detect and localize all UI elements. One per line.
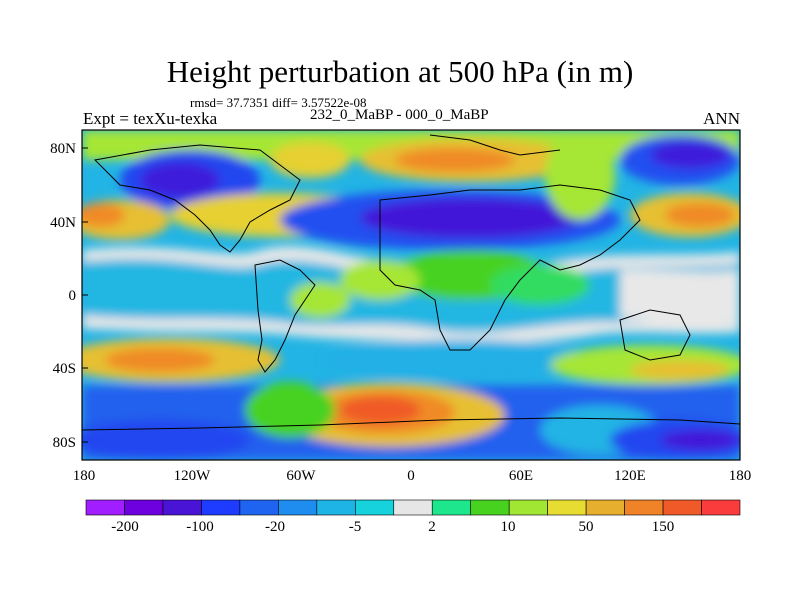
colorbar-labels: -200 -100 -20 -5 2 10 50 150 [111, 519, 674, 535]
colorbar-swatch [547, 499, 587, 516]
lon-label-60w: 60W [286, 468, 316, 484]
lat-tick-40s: 40S [53, 361, 88, 377]
lat-tick-80s: 80S [53, 435, 88, 451]
colorbar-swatch [85, 499, 125, 516]
lon-label-0: 0 [407, 468, 415, 484]
colorbar-label: -200 [111, 519, 139, 535]
colorbar-swatch [278, 499, 318, 516]
experiment-label: Expt = texXu-texka [83, 109, 218, 128]
latitude-axis: 80N 40N 0 40S 80S [50, 141, 88, 451]
colorbar-swatch [201, 499, 241, 516]
colorbar-label: -100 [186, 519, 214, 535]
colorbar-swatch [701, 499, 741, 516]
lon-label-120w: 120W [174, 468, 212, 484]
season-label: ANN [703, 109, 740, 128]
lon-label-180w: 180 [73, 468, 96, 484]
lon-label-120e: 120E [614, 468, 646, 484]
colorbar-swatch [470, 499, 510, 516]
colorbar-label: -20 [265, 519, 285, 535]
colorbar-label: 10 [501, 519, 516, 535]
lon-label-180e: 180 [729, 468, 752, 484]
contour-field [82, 130, 740, 460]
colorbar-swatch [239, 499, 279, 516]
colorbar-swatch [431, 499, 472, 516]
longitude-axis: 180 120W 60W 0 60E 120E 180 [73, 468, 752, 484]
colorbar [85, 499, 741, 516]
colorbar-label: 2 [428, 519, 436, 535]
lat-label-40n: 40N [50, 215, 76, 231]
colorbar-swatch [393, 499, 433, 516]
colorbar-label: 50 [579, 519, 594, 535]
stats-text: rmsd= 37.7351 diff= 3.57522e-08 [190, 95, 367, 110]
colorbar-swatch [124, 499, 164, 516]
plot-title: Height perturbation at 500 hPa (in m) [166, 54, 634, 89]
colorbar-swatch [316, 499, 356, 516]
colorbar-label: -5 [349, 519, 362, 535]
period-label: 232_0_MaBP - 000_0_MaBP [310, 107, 489, 123]
colorbar-swatch [585, 499, 625, 516]
colorbar-swatch [662, 499, 702, 516]
colorbar-swatch [354, 499, 395, 516]
colorbar-label: 150 [652, 519, 675, 535]
lat-tick-0: 0 [69, 288, 88, 304]
colorbar-swatch [508, 499, 548, 516]
lat-tick-40n: 40N [50, 215, 88, 231]
colorbar-swatch [162, 499, 202, 516]
lat-label-80s: 80S [53, 435, 76, 451]
colorbar-swatch [624, 499, 664, 516]
lat-tick-80n: 80N [50, 141, 88, 157]
lon-label-60e: 60E [509, 468, 533, 484]
lat-label-40s: 40S [53, 361, 76, 377]
lat-label-80n: 80N [50, 141, 76, 157]
lat-label-0: 0 [69, 288, 77, 304]
